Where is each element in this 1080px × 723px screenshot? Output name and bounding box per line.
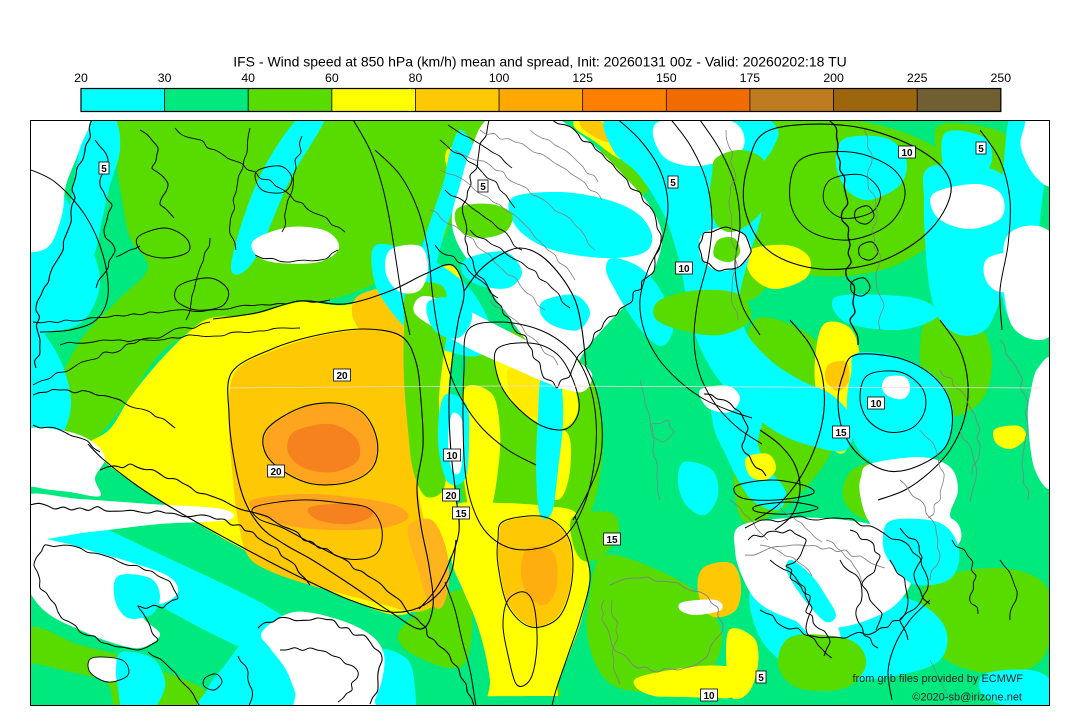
svg-text:10: 10 bbox=[870, 399, 882, 410]
svg-text:100: 100 bbox=[489, 71, 510, 85]
svg-text:175: 175 bbox=[740, 71, 761, 85]
svg-text:20: 20 bbox=[336, 371, 348, 382]
svg-text:10: 10 bbox=[446, 451, 458, 462]
svg-text:5: 5 bbox=[978, 144, 984, 155]
svg-text:15: 15 bbox=[835, 428, 847, 439]
svg-text:20: 20 bbox=[74, 71, 88, 85]
svg-text:10: 10 bbox=[901, 148, 913, 159]
svg-text:10: 10 bbox=[703, 691, 715, 702]
svg-text:IFS - Wind speed at 850 hPa (k: IFS - Wind speed at 850 hPa (km/h) mean … bbox=[233, 54, 847, 70]
svg-text:from grib files provided by EC: from grib files provided by ECMWF bbox=[852, 673, 1023, 685]
svg-text:40: 40 bbox=[241, 71, 255, 85]
svg-text:250: 250 bbox=[991, 71, 1012, 85]
svg-text:©2020-sb@irizone.net: ©2020-sb@irizone.net bbox=[912, 692, 1022, 704]
svg-text:15: 15 bbox=[455, 509, 467, 520]
svg-text:20: 20 bbox=[445, 491, 457, 502]
svg-text:15: 15 bbox=[606, 535, 618, 546]
svg-text:125: 125 bbox=[572, 71, 593, 85]
svg-text:10: 10 bbox=[678, 264, 690, 275]
svg-text:5: 5 bbox=[480, 182, 486, 193]
svg-text:5: 5 bbox=[670, 178, 676, 189]
svg-text:60: 60 bbox=[325, 71, 339, 85]
svg-text:20: 20 bbox=[270, 467, 282, 478]
svg-text:5: 5 bbox=[101, 164, 107, 175]
svg-text:5: 5 bbox=[758, 673, 764, 684]
svg-text:80: 80 bbox=[409, 71, 423, 85]
svg-text:30: 30 bbox=[158, 71, 172, 85]
svg-text:150: 150 bbox=[656, 71, 677, 85]
svg-text:225: 225 bbox=[907, 71, 928, 85]
svg-text:200: 200 bbox=[823, 71, 844, 85]
